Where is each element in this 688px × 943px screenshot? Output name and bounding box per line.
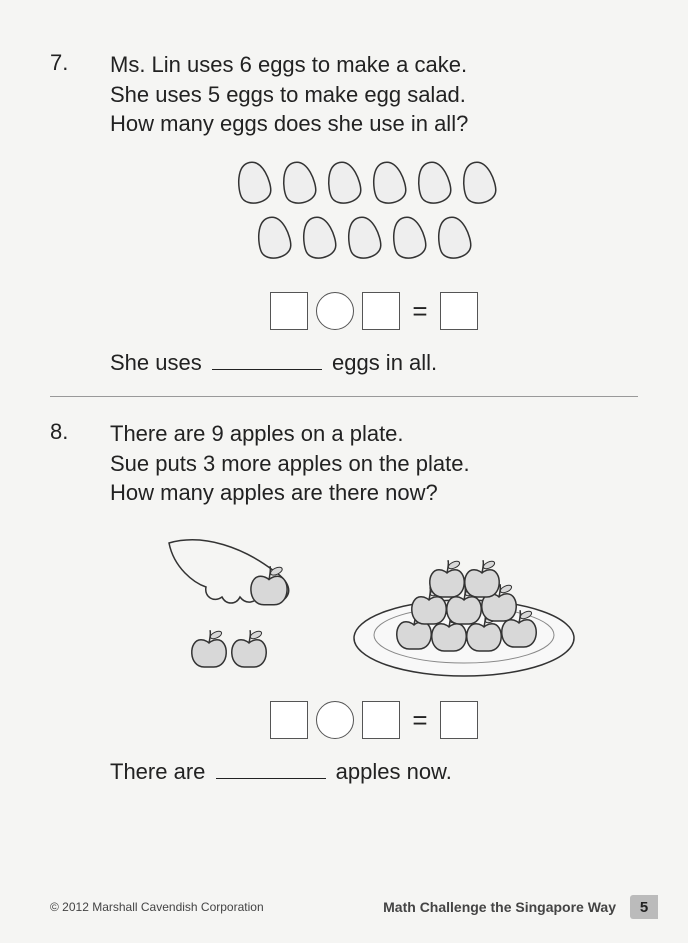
problem-divider	[50, 396, 638, 397]
answer-prefix: She uses	[110, 350, 202, 375]
text-line: How many apples are there now?	[110, 478, 638, 508]
problem-text: There are 9 apples on a plate. Sue puts …	[110, 419, 638, 508]
problem-number: 8.	[50, 419, 110, 445]
page-footer: © 2012 Marshall Cavendish Corporation Ma…	[50, 895, 658, 919]
eggs-illustration	[110, 154, 638, 274]
answer-sentence: She uses eggs in all.	[110, 350, 638, 376]
problem-8: 8. There are 9 apples on a plate. Sue pu…	[50, 419, 638, 785]
text-line: How many eggs does she use in all?	[110, 109, 638, 139]
text-line: There are 9 apples on a plate.	[110, 419, 638, 449]
apples-illustration	[110, 523, 638, 683]
answer-prefix: There are	[110, 759, 205, 784]
answer-blank[interactable]	[212, 352, 322, 370]
problem-number: 7.	[50, 50, 110, 76]
equals-sign: =	[408, 296, 431, 327]
problem-7: 7. Ms. Lin uses 6 eggs to make a cake. S…	[50, 50, 638, 376]
operator-circle[interactable]	[316, 292, 354, 330]
answer-suffix: apples now.	[336, 759, 452, 784]
text-line: Sue puts 3 more apples on the plate.	[110, 449, 638, 479]
text-line: Ms. Lin uses 6 eggs to make a cake.	[110, 50, 638, 80]
operand-box[interactable]	[270, 701, 308, 739]
answer-blank[interactable]	[216, 761, 326, 779]
operand-box[interactable]	[362, 292, 400, 330]
book-title: Math Challenge the Singapore Way	[383, 899, 616, 915]
answer-sentence: There are apples now.	[110, 759, 638, 785]
problem-text: Ms. Lin uses 6 eggs to make a cake. She …	[110, 50, 638, 139]
result-box[interactable]	[440, 292, 478, 330]
copyright-text: © 2012 Marshall Cavendish Corporation	[50, 900, 264, 914]
operand-box[interactable]	[362, 701, 400, 739]
text-line: She uses 5 eggs to make egg salad.	[110, 80, 638, 110]
operand-box[interactable]	[270, 292, 308, 330]
equals-sign: =	[408, 705, 431, 736]
operator-circle[interactable]	[316, 701, 354, 739]
result-box[interactable]	[440, 701, 478, 739]
equation-row: =	[110, 292, 638, 330]
answer-suffix: eggs in all.	[332, 350, 437, 375]
page-number: 5	[630, 895, 658, 919]
equation-row: =	[110, 701, 638, 739]
